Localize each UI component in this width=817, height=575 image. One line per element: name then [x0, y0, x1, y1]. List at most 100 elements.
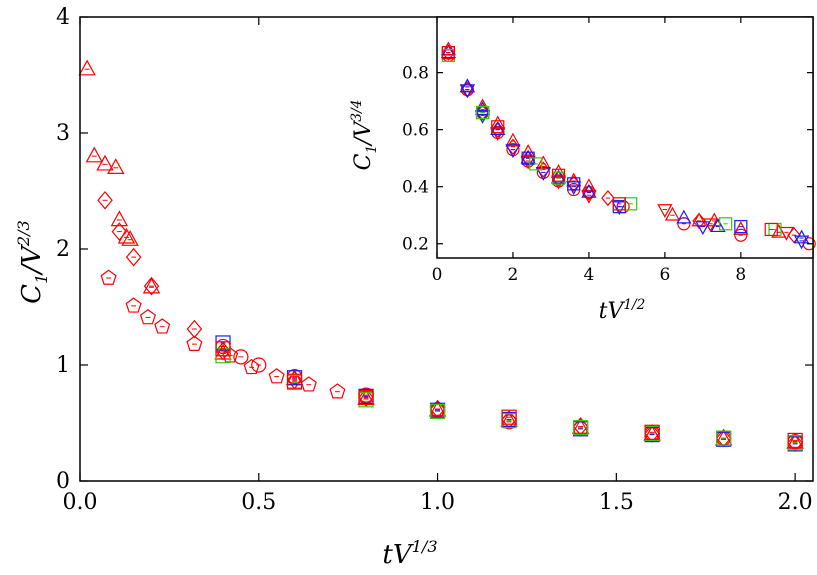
inset-series-squares-red [441, 46, 778, 237]
main-point-squares-red-5 [787, 432, 803, 448]
main-y-tick-label: 4 [56, 5, 70, 30]
main-point-squares-red-4 [644, 424, 660, 440]
inset-point-triangles-red-9 [581, 178, 597, 193]
inset-point-triangles-blue-2 [474, 101, 491, 116]
inset-x-axis-label: tV1/2 [599, 297, 646, 324]
inset-point-diamonds-red-10 [601, 189, 615, 207]
main-point-diamonds-red-0 [97, 190, 113, 210]
inset-point-triangles-blue-6 [581, 183, 597, 198]
inset-point-circles-red-13 [802, 237, 816, 251]
inset-point-triangles-red-5 [520, 144, 536, 158]
inset-series-triangles-down-blue [459, 84, 810, 250]
main-point-triangles-red-0 [78, 59, 96, 76]
main-point-pentagons-red-8 [300, 376, 317, 392]
main-y-tick-label: 2 [56, 237, 70, 262]
main-point-pentagons-red-1 [125, 297, 142, 313]
inset-point-triangles-red-6 [535, 155, 551, 170]
main-x-tick-label: 0.0 [63, 490, 98, 515]
main-point-diamonds-red-2 [125, 247, 142, 267]
inset-point-triangles-down-blue-6 [695, 221, 711, 236]
inset-point-triangles-down-red-2 [520, 155, 536, 170]
main-point-pentagons-red-7 [268, 368, 285, 384]
main-y-tick-label: 1 [56, 353, 70, 378]
inset-x-tick-label: 6 [659, 265, 670, 285]
inset-point-diamonds-red-0 [441, 44, 456, 61]
main-point-triangles-red-7 [142, 277, 161, 294]
inset-point-triangles-down-red-3 [550, 175, 567, 190]
main-point-pentagons-red-9 [329, 383, 346, 399]
inset-point-triangles-blue-5 [550, 169, 567, 184]
inset-point-triangles-red-3 [490, 115, 506, 130]
inset-point-triangles-down-blue-0 [459, 84, 475, 99]
main-x-tick-label: 1.0 [420, 490, 455, 515]
main-point-squares-green-7 [716, 430, 732, 446]
inset-point-triangles-down-red-5 [657, 204, 673, 218]
inset-point-squares-green-2 [529, 157, 543, 171]
inset-point-triangles-down-blue-5 [611, 201, 627, 216]
main-series-circles-red [215, 338, 803, 450]
inset-series-squares-green [441, 48, 782, 237]
main-point-pentagons-red-4 [186, 335, 203, 351]
inset-point-triangles-down-red-7 [778, 226, 795, 241]
inset-point-triangles-blue-0 [440, 44, 457, 59]
main-series-squares-blue [215, 335, 803, 452]
inset-point-triangles-down-blue-3 [535, 167, 551, 181]
main-point-pentagons-red-3 [154, 318, 171, 334]
inset-point-squares-red-4 [764, 222, 778, 237]
main-point-triangles-red-4 [110, 210, 129, 227]
inset-point-squares-blue-5 [734, 220, 748, 234]
main-point-pentagons-red-2 [139, 308, 156, 325]
main-point-diamonds-red-3 [143, 276, 160, 296]
inset-point-triangles-down-red-1 [490, 127, 506, 141]
main-point-triangles-red-13 [571, 417, 590, 434]
main-point-pentagons-red-6 [243, 358, 260, 375]
main-x-tick-label: 2.0 [778, 490, 813, 515]
inset-point-triangles-blue-7 [676, 209, 692, 224]
inset-point-triangles-down-blue-1 [474, 109, 491, 124]
inset-x-tick-label: 8 [735, 265, 746, 285]
inset-point-triangles-red-7 [550, 163, 567, 178]
inset-data-marks [440, 41, 816, 251]
inset-point-squares-green-4 [624, 197, 638, 211]
main-point-circles-red-2 [251, 357, 267, 373]
inset-point-triangles-blue-9 [793, 229, 810, 244]
inset-point-triangles-red-4 [505, 132, 521, 147]
main-series-squares-red [215, 341, 803, 448]
inset-point-triangles-red-13 [733, 221, 749, 235]
main-point-circles-red-1 [233, 349, 249, 365]
main-point-squares-green-5 [572, 420, 589, 436]
inset-point-squares-green-1 [475, 105, 490, 120]
main-point-squares-red-2 [358, 389, 374, 406]
inset-plot-frame [436, 16, 814, 259]
main-point-pentagons-red-0 [100, 269, 117, 285]
inset-point-triangles-blue-4 [520, 149, 536, 164]
inset-point-squares-red-0 [441, 46, 455, 60]
inset-point-squares-blue-3 [567, 177, 581, 191]
main-point-diamonds-red-4 [186, 319, 203, 339]
inset-point-squares-green-5 [719, 217, 733, 231]
main-point-squares-red-0 [215, 341, 231, 357]
inset-point-triangles-down-red-4 [581, 189, 597, 204]
inset-point-triangles-blue-1 [459, 78, 475, 93]
inset-point-circles-red-12 [734, 228, 748, 242]
inset-point-triangles-down-blue-7 [793, 235, 810, 250]
main-point-triangles-red-3 [107, 158, 125, 174]
main-y-tick-label: 3 [56, 121, 70, 146]
inset-x-tick-label: 2 [508, 265, 519, 285]
inset-point-squares-red-2 [551, 168, 566, 182]
main-x-tick-label: 0.5 [241, 490, 276, 515]
inset-y-tick-label: 0.4 [402, 178, 429, 198]
inset-y-tick-label: 0.2 [402, 235, 429, 255]
inset-ticks: 0 2 4 6 8 0.2 0.4 0.6 0.8 [402, 17, 813, 285]
main-x-tick-label: 1.5 [599, 490, 634, 515]
main-y-axis-label: C1/V2/3 [14, 220, 51, 304]
inset-point-triangles-blue-8 [710, 218, 726, 233]
inset-x-tick-label: 0 [432, 265, 443, 285]
main-data-marks [78, 59, 804, 453]
inset-point-triangles-blue-3 [490, 121, 506, 136]
main-point-diamonds-red-1 [111, 222, 128, 241]
inset-chart: 0 2 4 6 8 0.2 0.4 0.6 0.8 tV1/2 C1/V3/4 [349, 16, 816, 324]
inset-y-tick-label: 0.6 [402, 121, 429, 141]
main-point-triangles-red-8 [214, 343, 232, 360]
